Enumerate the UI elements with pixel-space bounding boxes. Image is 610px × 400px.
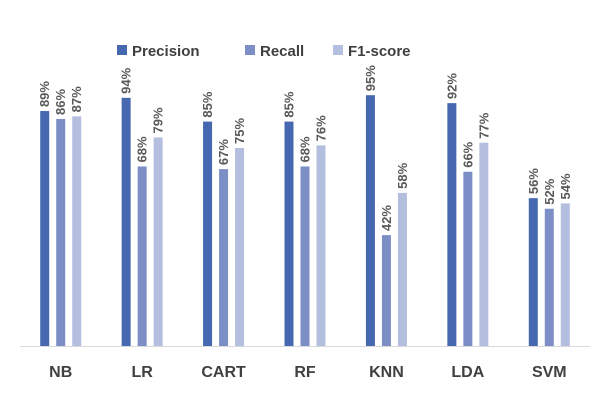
data-label-rf-f1-score: 76% [314,115,329,141]
bar-nb-precision [40,111,50,346]
bar-lda-precision [447,103,457,347]
data-label-cart-f1-score: 75% [232,118,247,144]
bar-lr-precision [121,97,131,346]
bar-cart-recall [219,169,229,346]
bar-rf-recall [300,166,310,346]
x-tick-label-cart: CART [201,364,246,381]
legend: Precision Recall F1-score [117,43,411,60]
legend-swatch-precision [117,45,127,55]
bar-lda-f1-score [479,142,489,346]
data-labels-layer: 89% 86% 87%94%68%79%85%67%75%85%68%76%95%4… [37,65,573,231]
bar-knn-precision [365,95,375,346]
bar-knn-recall [381,235,391,346]
x-tick-label-lda: LDA [451,364,484,381]
legend-swatch-f1-score [333,45,343,55]
data-label-knn-f1-score: 58% [395,162,410,188]
data-label-lda-f1-score: 77% [476,112,491,138]
x-tick-labels: NB LR CART RF KNN LDA SVM [49,364,566,381]
data-label-lr-f1-score: 79% [151,107,166,133]
legend-label-f1-score: F1-score [348,43,411,60]
x-tick-label-rf: RF [294,364,316,381]
legend-label-recall: Recall [260,43,304,60]
bar-lr-recall [137,166,147,346]
bar-svm-f1-score [560,203,570,346]
bar-rf-f1-score [316,145,326,346]
bar-lda-recall [463,171,473,346]
bar-svm-recall [544,208,554,346]
x-tick-label-svm: SVM [532,364,567,381]
bar-cart-f1-score [235,148,245,346]
data-label-nb-f1-score: 87% [69,86,84,112]
bar-nb-f1-score [72,116,82,346]
bar-knn-f1-score [397,192,407,346]
data-label-lr-recall: 68% [135,136,150,162]
bar-cart-precision [203,121,213,346]
bar-nb-recall [56,118,66,347]
data-label-lda-precision: 92% [444,73,459,99]
x-tick-label-knn: KNN [369,364,404,381]
bar-lr-f1-score [153,137,163,346]
legend-label-precision: Precision [132,43,200,60]
x-tick-label-nb: NB [49,364,72,381]
data-label-cart-recall: 67% [216,139,231,165]
bars-layer [40,95,570,347]
data-label-knn-precision: 95% [363,65,378,91]
x-tick-label-lr: LR [131,364,153,381]
data-label-nb-precision: 89% [37,81,52,107]
data-label-nb-recall: 86% [53,89,68,115]
data-label-rf-recall: 68% [298,136,313,162]
data-label-rf-precision: 85% [282,91,297,117]
data-label-cart-precision: 85% [200,91,215,117]
data-label-svm-precision: 56% [526,168,541,194]
data-label-lda-recall: 66% [460,141,475,167]
data-label-svm-recall: 52% [542,178,557,204]
bar-svm-precision [528,198,538,346]
bar-rf-precision [284,121,294,346]
data-label-knn-recall: 42% [379,205,394,231]
legend-swatch-recall [245,45,255,55]
data-label-svm-f1-score: 54% [558,173,573,199]
data-label-lr-precision: 94% [119,67,134,93]
